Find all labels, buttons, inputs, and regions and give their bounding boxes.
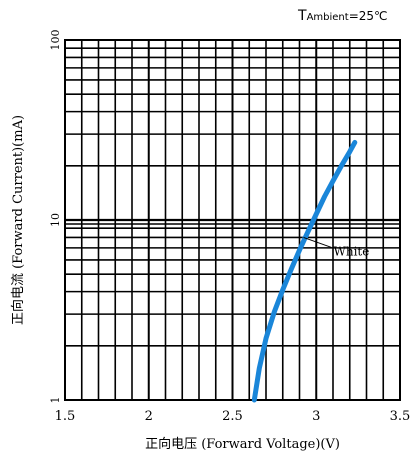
x-tick-label: 3 [312, 409, 320, 424]
y-tick-label: 10 [49, 213, 62, 227]
x-tick-label: 3.5 [390, 409, 411, 424]
y-tick-labels: 1 10 100 [49, 30, 62, 404]
condition-prefix: T [297, 8, 307, 24]
x-tick-label: 1.5 [55, 409, 76, 424]
y-tick-label: 100 [49, 30, 62, 51]
major-grid [65, 40, 400, 400]
series-label-leader [303, 236, 332, 248]
test-condition: TAmbient=25℃ [297, 8, 388, 24]
condition-unit: ℃ [374, 9, 387, 23]
condition-subscript: Ambient [307, 12, 349, 23]
y-axis-label: 正向电流 (Forward Current)(mA) [10, 115, 26, 325]
series-label-white: White [334, 244, 370, 258]
x-tick-labels: 1.5 2 2.5 3 3.5 [55, 409, 411, 424]
x-tick-label: 2 [145, 409, 153, 424]
y-tick-label: 1 [49, 397, 62, 404]
plot-frame [64, 39, 401, 401]
x-axis-label: 正向电压 (Forward Voltage)(V) [145, 436, 340, 452]
series-line-white [251, 139, 358, 403]
condition-value: =25 [349, 9, 374, 23]
x-tick-label: 2.5 [222, 409, 243, 424]
